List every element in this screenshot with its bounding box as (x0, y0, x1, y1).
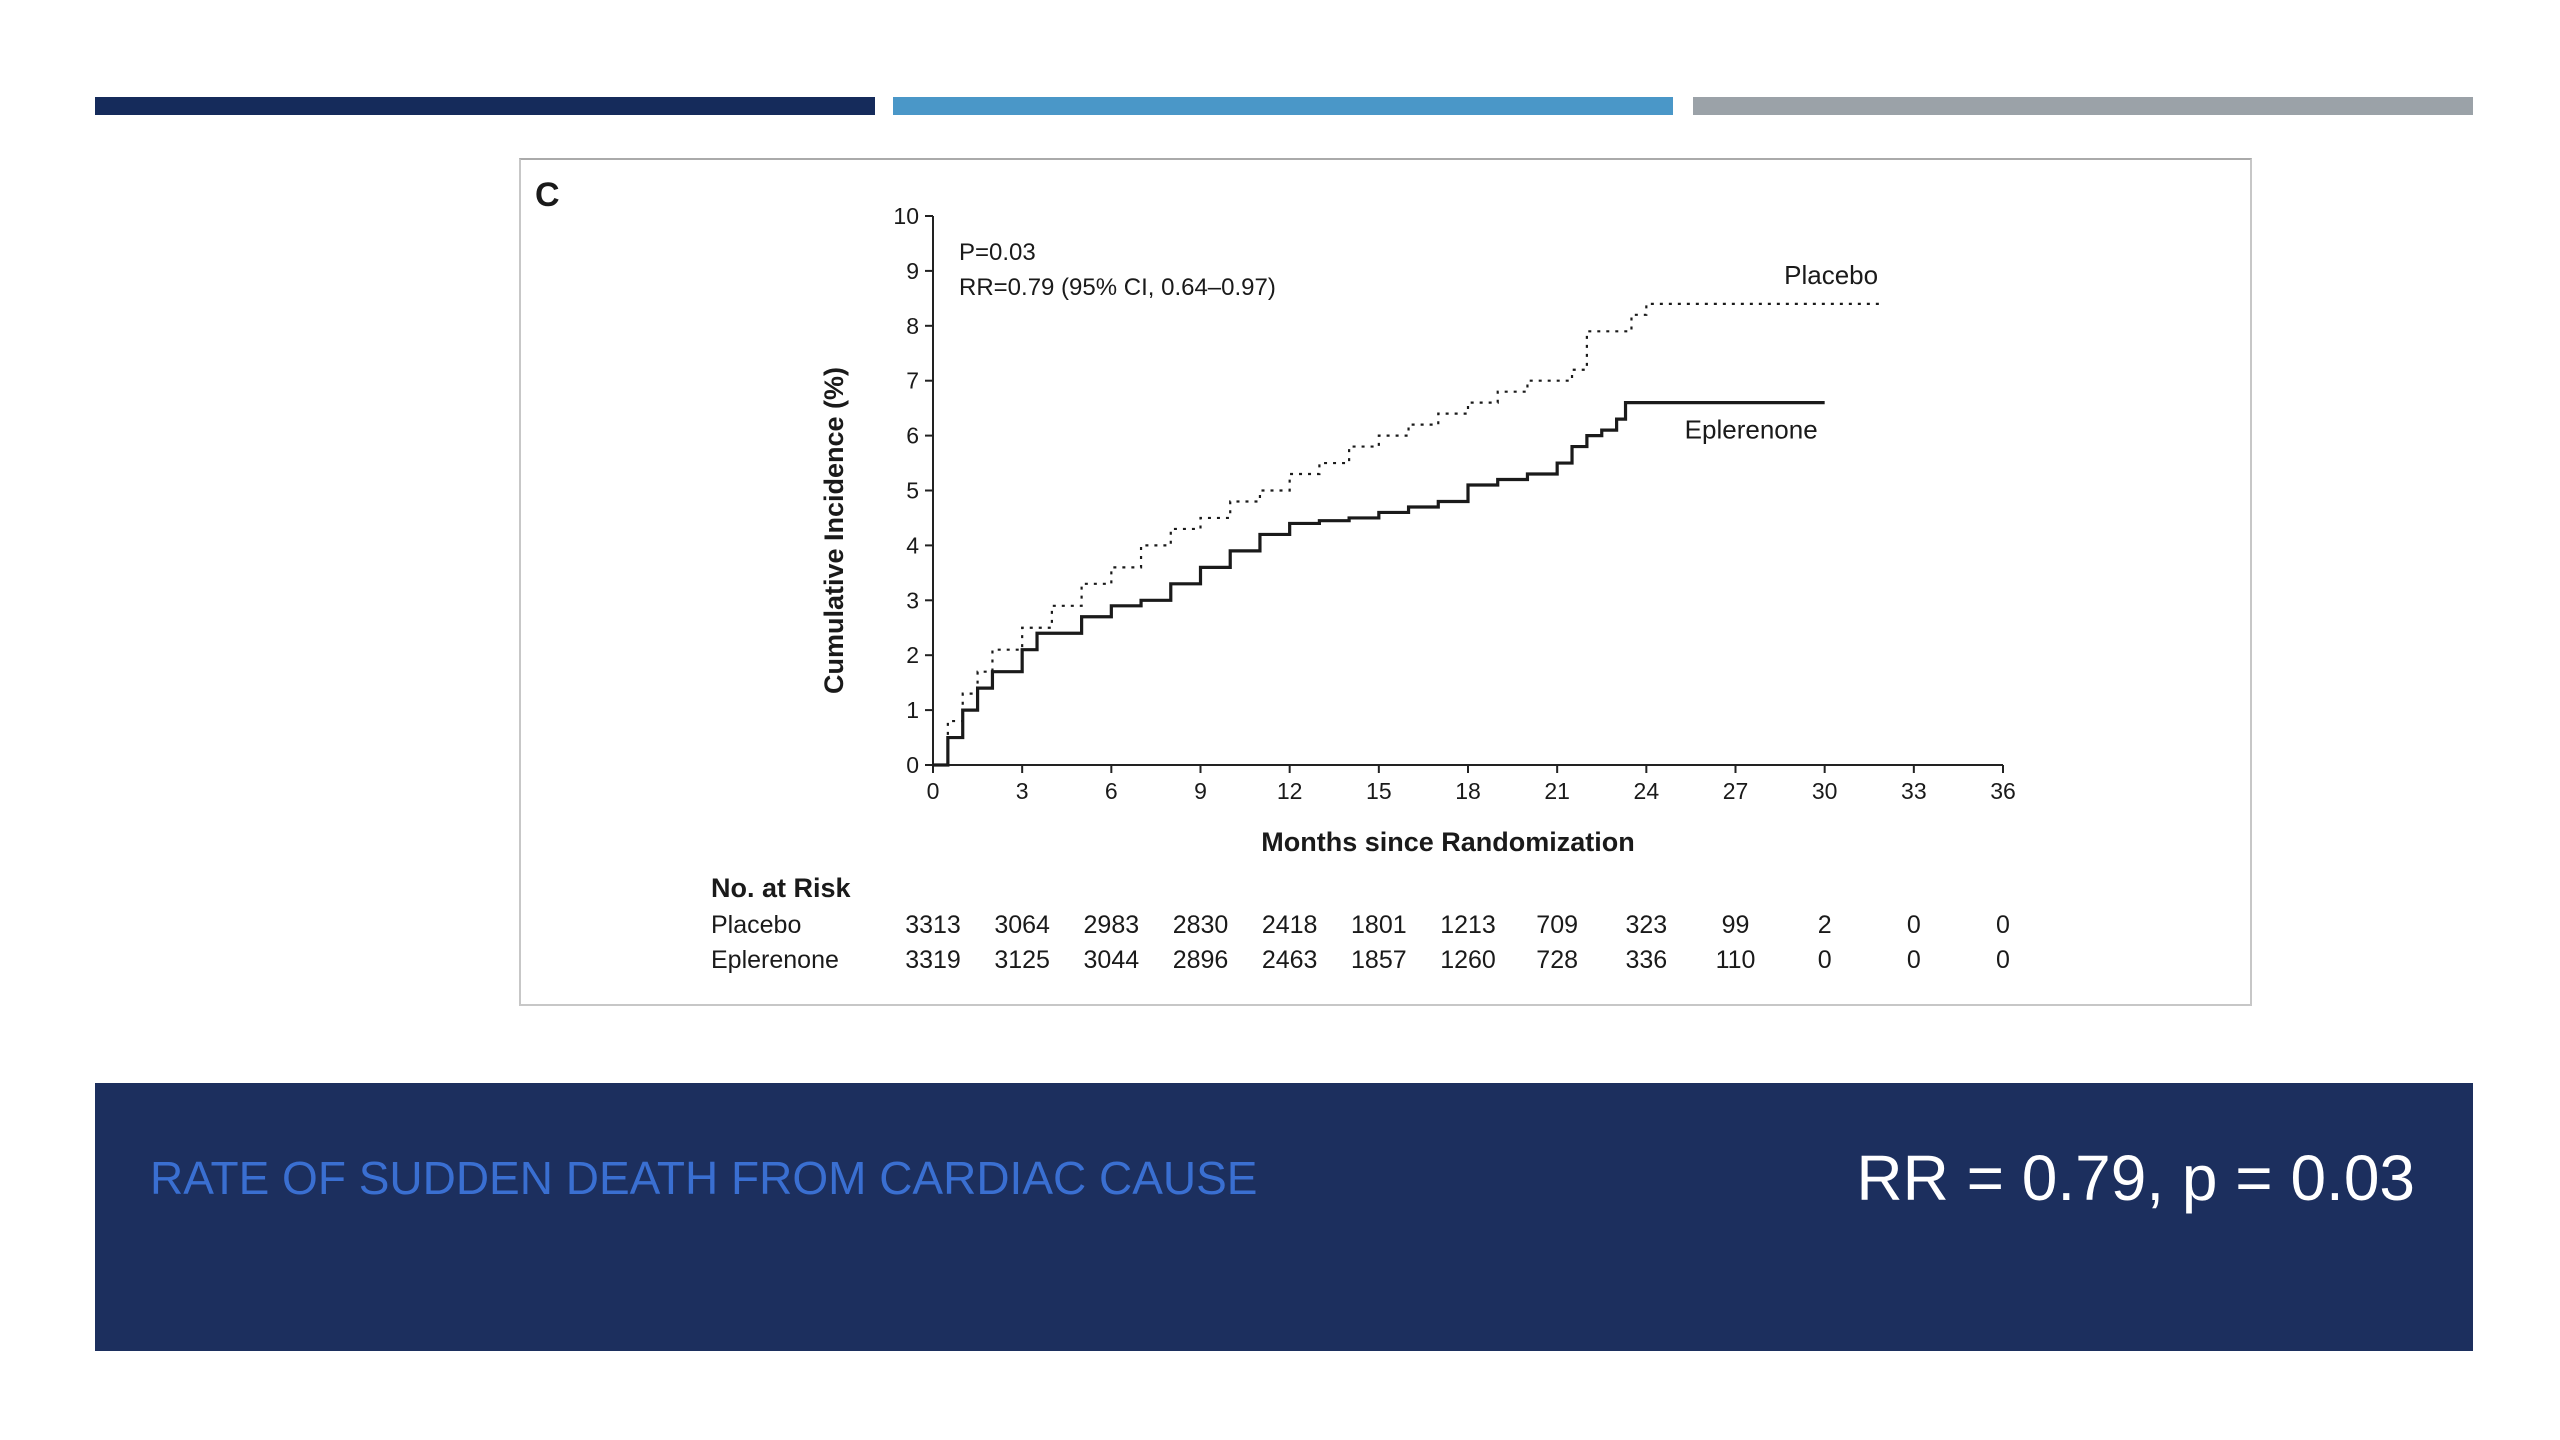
x-tick-label: 36 (1990, 778, 2016, 804)
y-tick-label: 3 (906, 587, 919, 613)
risk-value: 3313 (905, 911, 961, 939)
risk-value: 2 (1818, 911, 1832, 939)
y-tick-label: 5 (906, 478, 919, 504)
stat-annotation: RR=0.79 (95% CI, 0.64–0.97) (959, 274, 1276, 301)
risk-value: 1213 (1440, 911, 1496, 939)
risk-value: 1260 (1440, 946, 1496, 974)
risk-value: 2830 (1173, 911, 1229, 939)
risk-row-label: Eplerenone (711, 946, 839, 974)
x-tick-label: 15 (1366, 778, 1392, 804)
risk-value: 323 (1625, 911, 1667, 939)
x-tick-label: 18 (1455, 778, 1481, 804)
risk-value: 0 (1907, 911, 1921, 939)
accent-bar-blue (893, 97, 1673, 115)
x-tick-label: 24 (1634, 778, 1660, 804)
risk-value: 1857 (1351, 946, 1407, 974)
x-tick-label: 3 (1016, 778, 1029, 804)
x-tick-label: 6 (1105, 778, 1118, 804)
risk-row-label: Placebo (711, 911, 801, 939)
risk-value: 336 (1625, 946, 1667, 974)
chart-labels: Months since Randomization Cumulative Inc… (535, 176, 1878, 857)
risk-value: 0 (1907, 946, 1921, 974)
y-axis-label: Cumulative Incidence (%) (819, 367, 849, 694)
risk-value: 2983 (1084, 911, 1140, 939)
chart-series (933, 302, 1885, 767)
risk-table-header: No. at Risk (711, 873, 852, 903)
y-tick-label: 6 (906, 423, 919, 449)
slide-stat: RR = 0.79, p = 0.03 (1856, 1142, 2415, 1214)
x-tick-label: 27 (1723, 778, 1749, 804)
slide-title: RATE OF SUDDEN DEATH FROM CARDIAC CAUSE (150, 1152, 1258, 1204)
x-tick-label: 0 (927, 778, 940, 804)
y-tick-label: 10 (893, 203, 919, 229)
x-axis-label: Months since Randomization (1261, 827, 1635, 857)
series-label-placebo: Placebo (1784, 260, 1878, 290)
risk-value: 2896 (1173, 946, 1229, 974)
y-tick-label: 1 (906, 697, 919, 723)
series-label-eplerenone: Eplerenone (1685, 415, 1818, 445)
stat-annotation: P=0.03 (959, 239, 1036, 266)
x-tick-label: 9 (1194, 778, 1207, 804)
x-tick-label: 21 (1544, 778, 1570, 804)
risk-value: 0 (1996, 911, 2010, 939)
series-line-placebo (933, 302, 1885, 767)
x-tick-label: 33 (1901, 778, 1927, 804)
risk-value: 1801 (1351, 911, 1407, 939)
risk-value: 2463 (1262, 946, 1318, 974)
panel-label: C (535, 176, 560, 214)
risk-value: 3319 (905, 946, 961, 974)
risk-value: 0 (1996, 946, 2010, 974)
x-tick-label: 12 (1277, 778, 1303, 804)
risk-value: 110 (1716, 946, 1756, 974)
x-tick-label: 30 (1812, 778, 1838, 804)
y-tick-label: 7 (906, 368, 919, 394)
risk-value: 728 (1536, 946, 1578, 974)
risk-value: 0 (1818, 946, 1832, 974)
kaplan-meier-figure: 0 1 2 3 4 5 6 7 8 9 10 0 3 6 9 12 15 18 21 24 27 30 33 36 Month… (519, 158, 2252, 1006)
risk-value: 3064 (994, 911, 1050, 939)
risk-value: 2418 (1262, 911, 1318, 939)
y-tick-label: 4 (906, 532, 919, 558)
risk-value: 99 (1722, 911, 1750, 939)
accent-bar-dark (95, 97, 875, 115)
y-tick-label: 9 (906, 258, 919, 284)
y-tick-label: 8 (906, 313, 919, 339)
series-line-eplerenone (933, 401, 1825, 767)
risk-value: 709 (1536, 911, 1578, 939)
risk-table: No. at Risk Placebo 3313 3064 2983 2830 2418 18… (711, 873, 2010, 974)
accent-bar-gray (1693, 97, 2473, 115)
y-tick-label: 0 (906, 752, 919, 778)
risk-value: 3125 (994, 946, 1050, 974)
y-tick-label: 2 (906, 642, 919, 668)
risk-value: 3044 (1084, 946, 1140, 974)
title-panel: RATE OF SUDDEN DEATH FROM CARDIAC CAUSE … (95, 1083, 2473, 1351)
